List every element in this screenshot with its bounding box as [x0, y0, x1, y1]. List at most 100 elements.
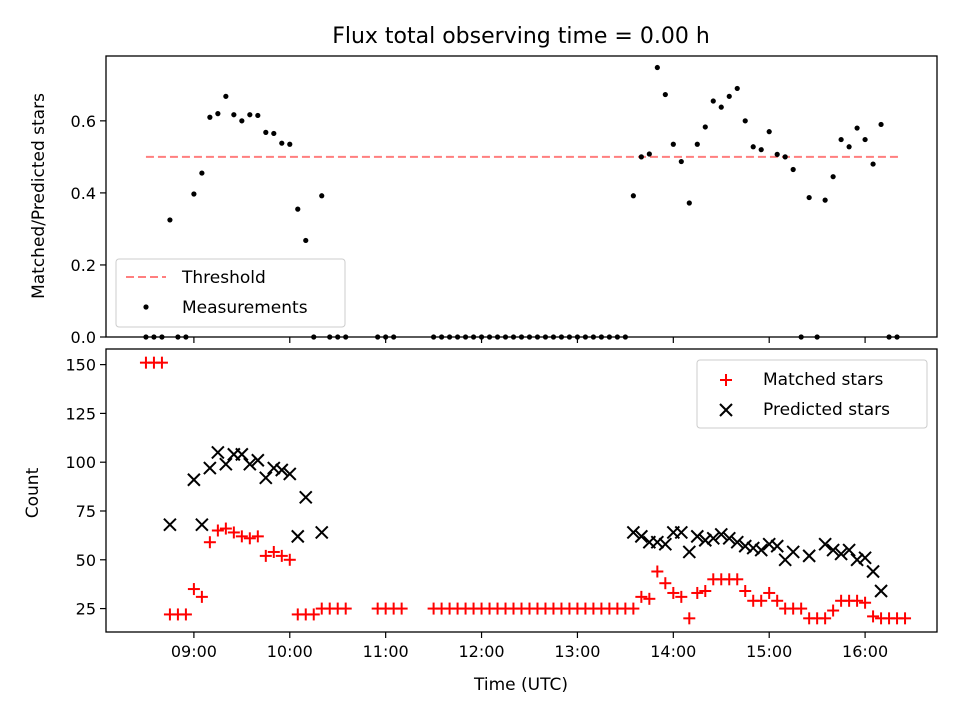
matched-star-point	[179, 608, 192, 621]
legend-measurements-label: Measurements	[182, 298, 308, 318]
measurement-point	[742, 118, 748, 124]
predicted-star-point	[291, 529, 305, 544]
bottom-y-tick-label: 25	[76, 600, 96, 619]
bottom-x-tick-label: 13:00	[554, 642, 600, 661]
bottom-y-tick-label: 100	[65, 453, 96, 472]
measurement-point	[822, 197, 828, 203]
bottom-plot-frame	[105, 348, 938, 633]
bottom-y-tick-label: 50	[76, 551, 96, 570]
measurement-point	[734, 85, 740, 92]
matched-star-point	[243, 532, 256, 545]
top-legend-box	[115, 258, 346, 328]
matched-star-point	[283, 553, 296, 566]
bottom-y-tick-label: 150	[65, 356, 96, 375]
predicted-star-point	[251, 453, 265, 467]
bottom-x-tick-label: 14:00	[650, 642, 696, 661]
legend-matched-label: Matched stars	[763, 370, 883, 390]
measurement-point	[710, 98, 716, 104]
predicted-star-point	[850, 553, 864, 567]
predicted-star-point	[842, 543, 856, 557]
matched-star-point	[851, 594, 864, 607]
measurement-point	[806, 194, 812, 201]
legend-predicted-swatch	[719, 403, 733, 417]
top-y-tick-label: 0.2	[71, 256, 96, 275]
matched-star-point	[675, 590, 688, 603]
predicted-star-point	[818, 537, 832, 551]
measurement-point	[638, 154, 644, 160]
measurement-point	[750, 144, 756, 150]
measurement-point	[295, 206, 301, 212]
matched-star-point	[795, 602, 808, 615]
measurement-point	[862, 136, 868, 143]
predicted-star-point	[650, 535, 665, 549]
top-y-axis-label: Matched/Predicted stars	[29, 93, 49, 299]
top-y-ticks: 0.0 0.2 0.4 0.6	[71, 112, 106, 347]
measurement-point	[774, 151, 780, 157]
matched-star-point	[307, 608, 320, 621]
measurement-point	[231, 112, 237, 118]
predicted-star-point	[714, 527, 728, 542]
matched-star-point	[259, 549, 272, 562]
predicted-star-points	[163, 445, 888, 598]
measurement-points	[143, 64, 900, 340]
measurement-point	[263, 129, 269, 135]
flux-ratio-panel: Flux total observing time = 0.00 h Match…	[29, 24, 938, 347]
predicted-star-point	[283, 467, 297, 481]
legend-measurements-swatch	[143, 304, 149, 310]
matched-star-point	[267, 545, 280, 558]
measurement-point	[319, 193, 325, 199]
matched-star-point	[195, 590, 208, 603]
predicted-star-point	[634, 529, 649, 544]
measurement-point	[207, 114, 213, 120]
predicted-star-point	[259, 471, 273, 485]
matched-star-point	[203, 536, 216, 549]
measurement-point	[854, 125, 860, 131]
measurement-point	[718, 104, 724, 110]
matched-star-point	[859, 596, 872, 609]
measurement-point	[247, 112, 253, 118]
measurement-point	[686, 200, 692, 206]
measurement-point	[271, 130, 277, 137]
predicted-star-point	[786, 545, 800, 559]
matched-star-point	[627, 602, 640, 615]
matched-star-point	[155, 356, 168, 369]
legend-predicted-label: Predicted stars	[763, 400, 890, 420]
matched-star-point	[187, 583, 200, 596]
measurement-point	[846, 144, 852, 150]
predicted-star-point	[243, 457, 257, 471]
matched-star-point	[819, 612, 832, 625]
measurement-point	[255, 112, 261, 119]
top-y-tick-label: 0.6	[71, 112, 96, 131]
predicted-star-point	[626, 525, 641, 540]
measurement-point	[694, 141, 700, 147]
predicted-star-point	[746, 541, 760, 555]
matched-star-point	[683, 612, 696, 625]
measurement-point	[758, 147, 764, 153]
predicted-star-point	[722, 531, 736, 546]
measurement-point	[782, 154, 788, 160]
top-y-tick-label: 0.0	[71, 328, 96, 347]
matched-star-point	[275, 549, 288, 562]
star-count-panel: Count Time (UTC) 25 50 75 100 125 150 09:00 10…	[23, 348, 938, 695]
matched-star-point	[667, 586, 680, 599]
predicted-star-point	[203, 461, 217, 475]
top-plot-frame	[105, 55, 938, 338]
predicted-star-point	[730, 535, 744, 549]
measurement-point	[790, 166, 796, 173]
measurement-point	[239, 118, 245, 124]
measurement-point	[303, 237, 309, 244]
matched-star-point	[643, 592, 656, 605]
predicted-star-point	[826, 543, 840, 557]
measurement-point	[646, 151, 652, 157]
predicted-star-point	[834, 547, 848, 561]
measurement-point	[830, 174, 836, 180]
matched-star-point	[755, 594, 768, 607]
bottom-x-tick-label: 11:00	[363, 642, 409, 661]
measurement-point	[670, 141, 676, 147]
matched-star-point	[659, 577, 672, 590]
bottom-y-ticks: 25 50 75 100 125 150	[65, 356, 106, 619]
predicted-star-point	[874, 584, 888, 598]
measurement-point	[878, 121, 884, 128]
bottom-x-tick-label: 09:00	[171, 642, 217, 661]
